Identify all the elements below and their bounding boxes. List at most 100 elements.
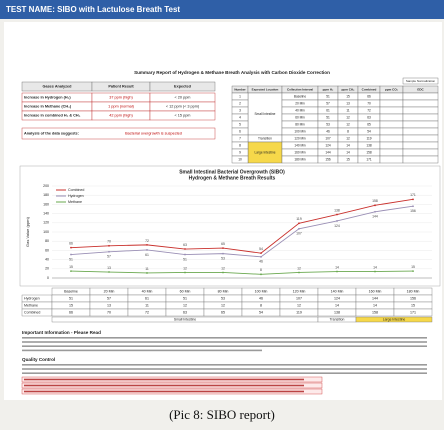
data-label: 15 — [411, 265, 415, 269]
data-point — [70, 270, 72, 272]
summary-header: Gases Analyzed — [43, 85, 73, 89]
table-value: 54 — [367, 129, 371, 133]
table-interval: 180 Min — [294, 157, 306, 161]
grid-value: 12 — [221, 303, 225, 307]
table-value: 66 — [367, 94, 371, 98]
grid-value: 66 — [69, 310, 73, 314]
summary-text: Increase in combined H₂ & CH₄ — [24, 114, 81, 118]
table-cell — [402, 141, 439, 150]
data-point — [184, 248, 186, 250]
grid-value: 57 — [107, 296, 111, 300]
series-line — [70, 270, 414, 275]
table-cell — [402, 113, 439, 122]
data-label: 65 — [221, 242, 225, 246]
note-box — [402, 77, 439, 85]
table-cell — [379, 92, 404, 101]
data-label: 156 — [410, 209, 416, 213]
important-title: Important Information - Please Read — [22, 330, 101, 335]
data-label: 158 — [372, 199, 378, 203]
text-line — [22, 372, 427, 374]
data-point — [336, 213, 338, 216]
summary-text: Increase in Hydrogen (H₂) — [24, 96, 71, 100]
table-cell — [402, 134, 439, 143]
table-value: 8 — [347, 129, 349, 133]
grid-value: 51 — [69, 296, 73, 300]
text-line — [22, 345, 427, 347]
table-value: 15 — [346, 94, 350, 98]
table-cell — [379, 99, 404, 108]
grid-value: 138 — [334, 310, 340, 314]
table-value: 119 — [366, 136, 371, 140]
table-cell — [379, 134, 404, 143]
chart-frame — [19, 165, 441, 287]
data-point — [108, 244, 110, 247]
grid-value: 15 — [69, 303, 73, 307]
grid-row-label: Methane — [24, 303, 38, 307]
table-value: 144 — [325, 150, 331, 154]
table-cell — [402, 120, 439, 129]
table-value: 70 — [367, 101, 371, 105]
data-label: 63 — [183, 243, 187, 247]
grid-row-label: Hydrogen — [24, 296, 40, 300]
data-label: 70 — [107, 240, 111, 244]
table-cell — [379, 141, 404, 150]
location-label: Large Intestine — [254, 150, 275, 154]
table-header: ppm H₂ — [323, 87, 334, 91]
data-label: 66 — [69, 242, 73, 246]
table-value: 12 — [346, 115, 350, 119]
data-point — [108, 250, 110, 253]
summary-header: Patient Result — [108, 85, 134, 89]
legend-label: Combined — [68, 188, 84, 192]
grid-cell — [393, 308, 433, 317]
table-number: 1 — [239, 94, 241, 98]
data-point — [336, 220, 338, 222]
table-cell — [231, 155, 249, 164]
table-value: 14 — [346, 143, 350, 147]
summary-text: < 20 ppm — [175, 96, 191, 100]
table-value: 63 — [367, 115, 371, 119]
data-point — [146, 243, 148, 246]
grid-value: 11 — [145, 303, 149, 307]
x-tick-label: 100 Min — [255, 289, 268, 293]
y-tick-label: 120 — [43, 221, 49, 225]
y-tick-label: 100 — [43, 230, 49, 234]
grid-value: 14 — [373, 303, 377, 307]
location-label: Small Intestine — [255, 112, 276, 116]
table-value: 11 — [346, 108, 350, 112]
x-tick-label: Baseline — [64, 289, 78, 293]
grid-value: 54 — [259, 310, 263, 314]
table-cell — [379, 148, 404, 157]
table-cell — [402, 99, 439, 108]
conclusion-value: Bacterial overgrowth is suspected — [125, 132, 182, 136]
x-tick-label: 40 Min — [142, 289, 153, 293]
table-number: 4 — [239, 115, 241, 119]
table-header: ppm CH₄ — [342, 87, 355, 91]
summary-text: < 12 ppm (< 3 ppm) — [166, 105, 200, 109]
data-label: 46 — [259, 260, 263, 264]
x-tick-label: 20 Min — [104, 289, 115, 293]
table-interval: 140 Min — [294, 143, 306, 147]
summary-title: Summary Report of Hydrogen & Methane Bre… — [134, 70, 330, 75]
table-number: 2 — [239, 101, 241, 105]
grid-value: 70 — [107, 310, 111, 314]
table-value: 15 — [346, 157, 350, 161]
table-value: 61 — [326, 108, 330, 112]
table-value: 46 — [326, 129, 330, 133]
table-cell — [402, 148, 439, 157]
data-point — [146, 249, 148, 251]
table-value: 72 — [367, 108, 371, 112]
data-label: 51 — [69, 257, 73, 261]
caption: (Pic 8: SIBO report) — [169, 407, 275, 422]
text-line — [22, 337, 427, 339]
y-tick-label: 20 — [45, 267, 49, 271]
data-point — [108, 271, 110, 273]
data-label: 12 — [183, 266, 187, 270]
grid-value: 51 — [183, 296, 187, 300]
table-header: Combined — [362, 87, 377, 91]
grid-value: 12 — [297, 303, 301, 307]
data-label: 14 — [335, 265, 339, 269]
grid-value: 63 — [183, 310, 187, 314]
y-tick-label: 140 — [43, 212, 49, 216]
